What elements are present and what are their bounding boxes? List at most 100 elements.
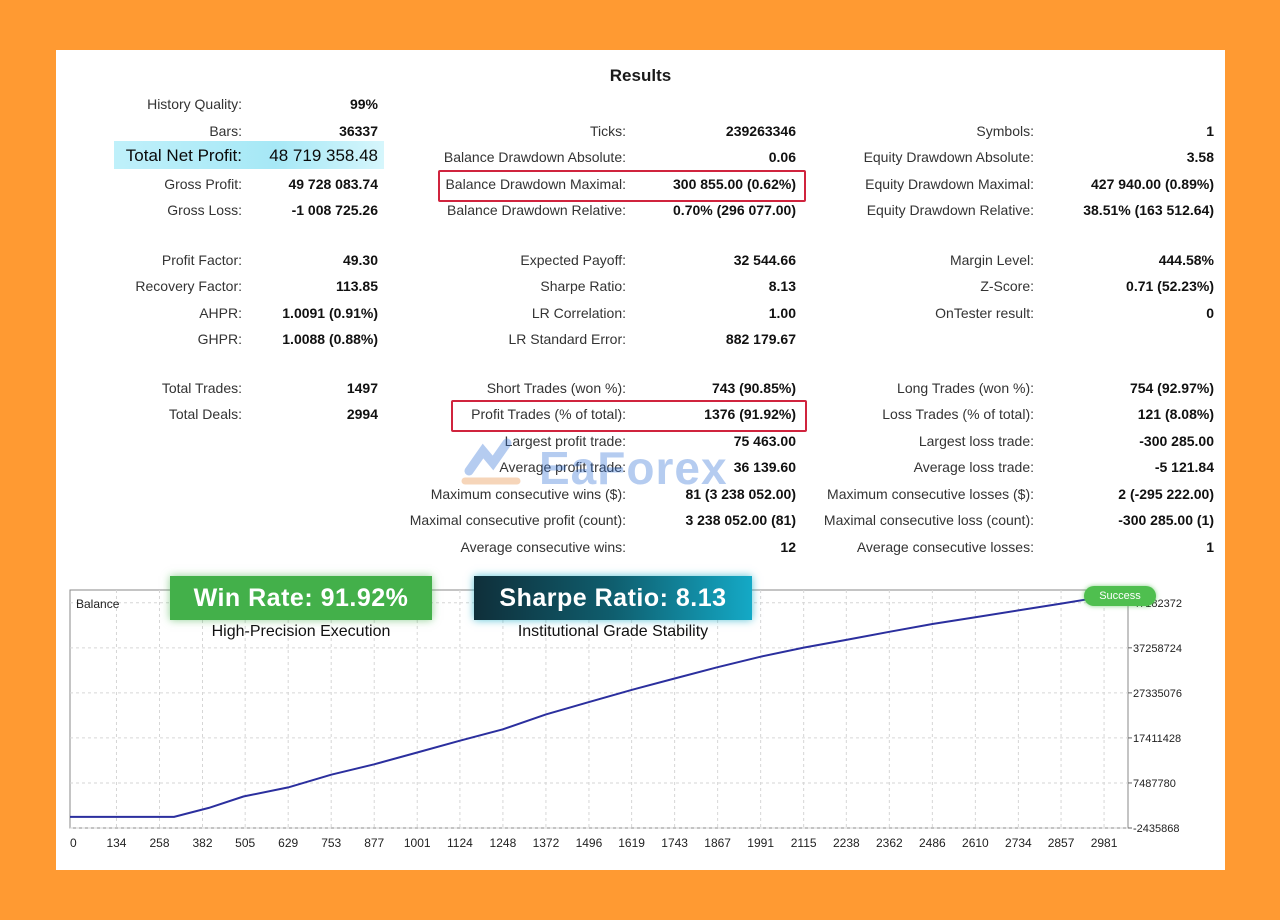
col3-value: -300 285.00 <box>1139 433 1214 449</box>
col2-label: Ticks: <box>589 123 626 139</box>
col3-value: -300 285.00 (1) <box>1118 512 1214 528</box>
col3-label: Loss Trades (% of total): <box>882 406 1034 422</box>
x-tick-label: 2486 <box>919 836 946 850</box>
col2-label: Balance Drawdown Relative: <box>447 202 626 218</box>
col1-label: Total Deals: <box>168 406 242 422</box>
col1-value: 1497 <box>346 380 378 396</box>
col2-value: 3 238 052.00 (81) <box>685 512 796 528</box>
col3-label: Equity Drawdown Maximal: <box>865 176 1034 192</box>
col1-value: -1 008 725.26 <box>291 202 378 218</box>
col2-label: Maximal consecutive profit (count): <box>409 512 626 528</box>
col2-value: 1.00 <box>768 305 796 321</box>
col1-value: 48 719 358.48 <box>269 146 378 165</box>
balance-chart: 0 134 258 382 505 629 753 877 1001 1124 1248 1372 14… <box>69 589 1182 850</box>
col3-value: 0.71 (52.23%) <box>1126 278 1214 294</box>
chart-title: Balance <box>76 597 120 611</box>
col1-value: 49 728 083.74 <box>288 176 378 192</box>
x-tick-label: 1001 <box>404 836 431 850</box>
x-tick-label: 1496 <box>576 836 603 850</box>
col1-label: GHPR: <box>197 331 242 347</box>
col1-label: Gross Loss: <box>167 202 242 218</box>
x-tick-label: 2734 <box>1005 836 1032 850</box>
page-title: Results <box>609 66 672 85</box>
col2-value: 0.06 <box>768 149 796 165</box>
win-rate-badge: Win Rate: 91.92% <box>170 576 432 620</box>
col2-value: 12 <box>780 539 796 555</box>
col3-value: 427 940.00 (0.89%) <box>1091 176 1214 192</box>
col2-value: 8.13 <box>768 278 796 294</box>
x-tick-label: 2981 <box>1091 836 1118 850</box>
x-tick-label: 1619 <box>618 836 645 850</box>
col1-label: History Quality: <box>147 96 242 112</box>
y-tick-label: 27335076 <box>1133 688 1182 700</box>
x-tick-label: 505 <box>235 836 255 850</box>
drawdown-maximal-highlight-box <box>438 170 806 202</box>
col2-label: Largest profit trade: <box>504 433 626 449</box>
sharpe-ratio-badge: Sharpe Ratio: 8.13 <box>474 576 752 620</box>
x-tick-label: 382 <box>192 836 212 850</box>
col2-value: 239263346 <box>725 123 796 139</box>
x-tick-label: 1124 <box>447 836 473 850</box>
col3-value: -5 121.84 <box>1154 459 1214 475</box>
col2-value: 0.70% (296 077.00) <box>673 202 796 218</box>
y-tick-label: -2435868 <box>1133 823 1180 835</box>
col2-label: Maximum consecutive wins ($): <box>430 486 626 502</box>
col3-label: Equity Drawdown Absolute: <box>863 149 1034 165</box>
col1-label: Gross Profit: <box>164 176 242 192</box>
col2-label: Profit Trades (% of total): <box>471 406 626 422</box>
col1-value: 2994 <box>346 406 378 422</box>
col3-label: Long Trades (won %): <box>897 380 1034 396</box>
col1-value: 1.0088 (0.88%) <box>282 331 378 347</box>
x-tick-label: 2115 <box>791 836 817 850</box>
x-tick-label: 1743 <box>661 836 688 850</box>
col3-value: 2 (-295 222.00) <box>1118 486 1214 502</box>
x-tick-label: 753 <box>321 836 341 850</box>
col1-label: Recovery Factor: <box>135 278 242 294</box>
plot-frame <box>69 589 1129 829</box>
col2-label: Balance Drawdown Maximal: <box>445 176 626 192</box>
x-tick-label: 258 <box>149 836 169 850</box>
col3-label: Average loss trade: <box>913 459 1034 475</box>
win-rate-caption: High-Precision Execution <box>211 623 391 640</box>
col2-value: 300 855.00 (0.62%) <box>673 176 796 192</box>
col2-label: Average profit trade: <box>499 459 626 475</box>
col1-label: Total Net Profit: <box>125 146 242 165</box>
col1-label: AHPR: <box>199 305 242 321</box>
col2-label: Average consecutive wins: <box>460 539 627 555</box>
col3-label: Average consecutive losses: <box>856 539 1034 555</box>
x-tick-label: 1991 <box>747 836 774 850</box>
x-tick-label: 2362 <box>876 836 903 850</box>
col1-value: 49.30 <box>342 252 378 268</box>
col2-value: 882 179.67 <box>725 331 796 347</box>
col2-label: Short Trades (won %): <box>486 380 626 396</box>
col1-label: Bars: <box>209 123 242 139</box>
col3-value: 444.58% <box>1158 252 1214 268</box>
col3-label: Maximum consecutive losses ($): <box>827 486 1034 502</box>
sharpe-ratio-caption: Institutional Grade Stability <box>517 623 709 640</box>
y-tick-label: 7487780 <box>1133 778 1176 790</box>
col2-value: 743 (90.85%) <box>711 380 796 396</box>
balance-series-line <box>70 594 1109 818</box>
col3-value: 1 <box>1206 123 1214 139</box>
col2-value: 1376 (91.92%) <box>704 406 796 422</box>
col3-label: Maximal consecutive loss (count): <box>823 512 1034 528</box>
col3-value: 754 (92.97%) <box>1129 380 1214 396</box>
col1-label: Total Trades: <box>161 380 242 396</box>
x-tick-label: 134 <box>106 836 126 850</box>
col3-value: 121 (8.08%) <box>1137 406 1214 422</box>
col3-label: Z-Score: <box>980 278 1034 294</box>
profit-trades-highlight-box <box>451 400 807 432</box>
col2-label: LR Standard Error: <box>508 331 627 347</box>
col3-value: 0 <box>1206 305 1214 321</box>
col3-value: 3.58 <box>1186 149 1214 165</box>
col3-label: Equity Drawdown Relative: <box>866 202 1034 218</box>
col1-label: Profit Factor: <box>161 252 242 268</box>
x-tick-label: 0 <box>70 836 77 850</box>
x-tick-label: 1372 <box>533 836 560 850</box>
results-panel: Results History Quality: 99% Bars: 36337 Tot… <box>56 50 1225 870</box>
col2-label: LR Correlation: <box>531 305 626 321</box>
x-tick-label: 1867 <box>704 836 731 850</box>
col1-value: 99% <box>349 96 378 112</box>
total-net-profit-highlight <box>114 141 384 169</box>
x-tick-label: 2857 <box>1048 836 1075 850</box>
